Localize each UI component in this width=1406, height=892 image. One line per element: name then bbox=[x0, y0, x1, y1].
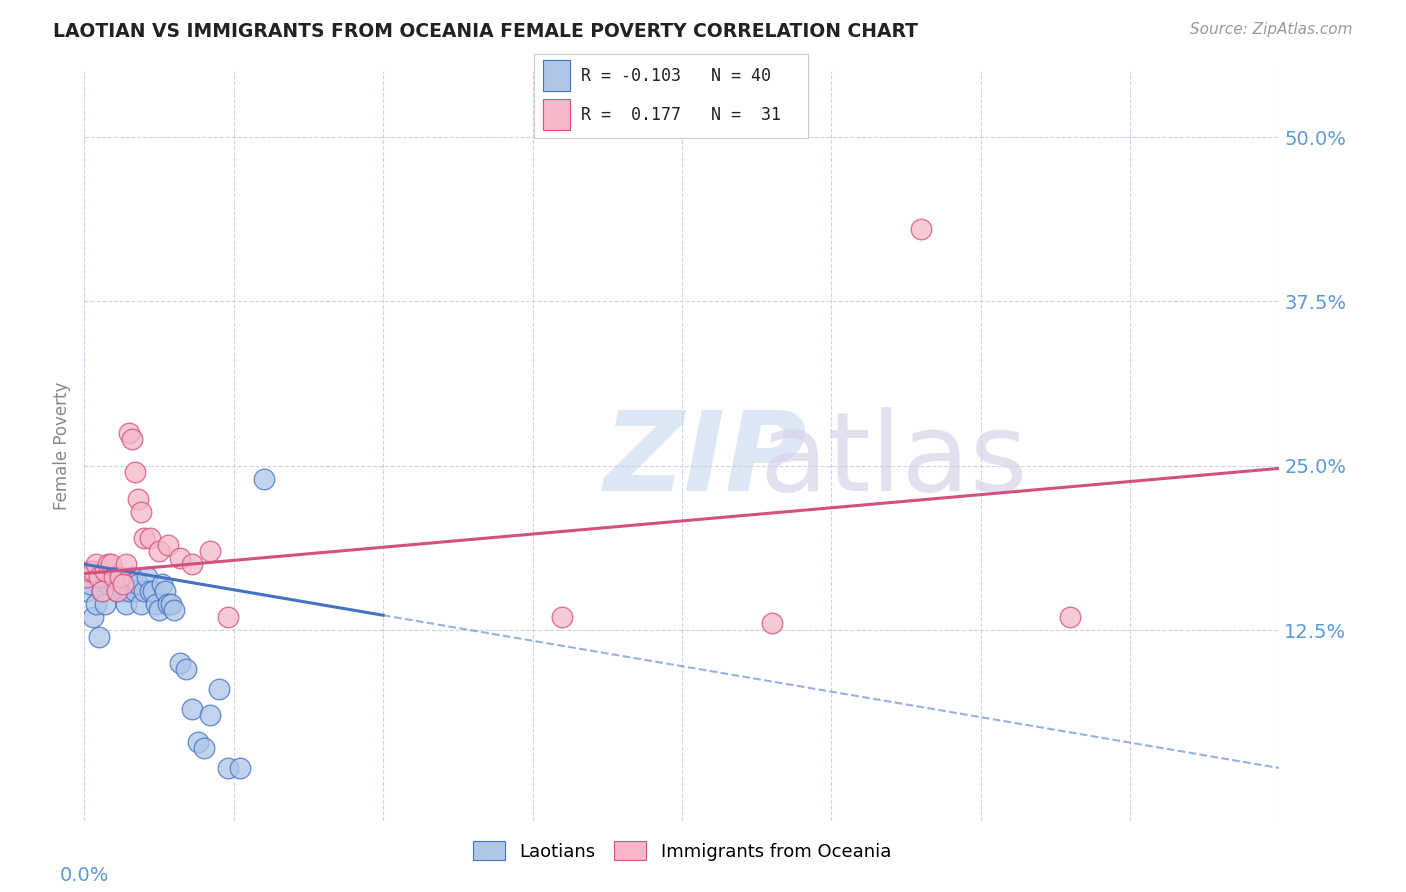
Point bbox=[127, 491, 149, 506]
Text: ZIP: ZIP bbox=[605, 408, 807, 515]
Point bbox=[97, 558, 120, 572]
Point bbox=[551, 610, 574, 624]
Text: LAOTIAN VS IMMIGRANTS FROM OCEANIA FEMALE POVERTY CORRELATION CHART: LAOTIAN VS IMMIGRANTS FROM OCEANIA FEMAL… bbox=[53, 22, 918, 41]
Point bbox=[103, 570, 125, 584]
Point bbox=[217, 610, 239, 624]
Legend: Laotians, Immigrants from Oceania: Laotians, Immigrants from Oceania bbox=[465, 834, 898, 868]
Point bbox=[198, 708, 221, 723]
Point bbox=[103, 577, 125, 591]
Point bbox=[105, 583, 128, 598]
Text: Source: ZipAtlas.com: Source: ZipAtlas.com bbox=[1189, 22, 1353, 37]
Point bbox=[139, 531, 162, 545]
Point bbox=[89, 570, 111, 584]
Point bbox=[145, 597, 167, 611]
Bar bbox=[543, 61, 569, 91]
Point bbox=[132, 531, 156, 545]
Point bbox=[160, 597, 183, 611]
Point bbox=[193, 741, 215, 756]
Point bbox=[94, 597, 117, 611]
Point bbox=[153, 583, 176, 598]
Point bbox=[187, 735, 209, 749]
Point bbox=[121, 433, 143, 447]
Point bbox=[97, 577, 120, 591]
Point bbox=[100, 558, 122, 572]
Point bbox=[148, 544, 170, 558]
Text: R =  0.177   N =  31: R = 0.177 N = 31 bbox=[581, 105, 780, 123]
Point bbox=[76, 583, 98, 598]
Point bbox=[115, 558, 138, 572]
Point bbox=[127, 577, 149, 591]
Point bbox=[181, 558, 204, 572]
Point bbox=[112, 577, 135, 591]
Point bbox=[79, 564, 101, 578]
Point bbox=[217, 761, 239, 775]
Point bbox=[115, 597, 138, 611]
Point bbox=[91, 583, 114, 598]
Point bbox=[129, 505, 152, 519]
Point bbox=[129, 597, 152, 611]
Point bbox=[76, 570, 98, 584]
Bar bbox=[543, 99, 569, 130]
Text: atlas: atlas bbox=[759, 408, 1028, 515]
Point bbox=[86, 597, 108, 611]
Point bbox=[94, 564, 117, 578]
Y-axis label: Female Poverty: Female Poverty bbox=[53, 382, 72, 510]
Point bbox=[169, 656, 191, 670]
Point bbox=[118, 583, 141, 598]
Point bbox=[112, 583, 135, 598]
Point bbox=[163, 603, 186, 617]
Point bbox=[142, 583, 165, 598]
Point bbox=[150, 577, 173, 591]
Text: 0.0%: 0.0% bbox=[59, 865, 110, 885]
Point bbox=[132, 583, 156, 598]
Point bbox=[89, 630, 111, 644]
Point bbox=[124, 465, 146, 479]
Point bbox=[174, 663, 197, 677]
Point bbox=[110, 577, 132, 591]
Point bbox=[169, 550, 191, 565]
Point bbox=[79, 577, 101, 591]
Point bbox=[181, 702, 204, 716]
Point bbox=[82, 564, 104, 578]
Text: R = -0.103   N = 40: R = -0.103 N = 40 bbox=[581, 67, 770, 85]
Point bbox=[110, 570, 132, 584]
Point bbox=[228, 761, 252, 775]
Point bbox=[86, 558, 108, 572]
Point bbox=[124, 583, 146, 598]
Point bbox=[198, 544, 221, 558]
Point bbox=[139, 583, 162, 598]
Point bbox=[253, 472, 276, 486]
Point bbox=[1059, 610, 1081, 624]
Point bbox=[157, 597, 180, 611]
Point bbox=[148, 603, 170, 617]
Point bbox=[910, 222, 932, 236]
Point bbox=[100, 570, 122, 584]
Point bbox=[208, 682, 231, 697]
Point bbox=[82, 610, 104, 624]
Point bbox=[157, 538, 180, 552]
Point bbox=[761, 616, 783, 631]
Point bbox=[121, 570, 143, 584]
Point bbox=[105, 583, 128, 598]
Point bbox=[136, 570, 159, 584]
Point bbox=[118, 425, 141, 440]
Point bbox=[91, 583, 114, 598]
